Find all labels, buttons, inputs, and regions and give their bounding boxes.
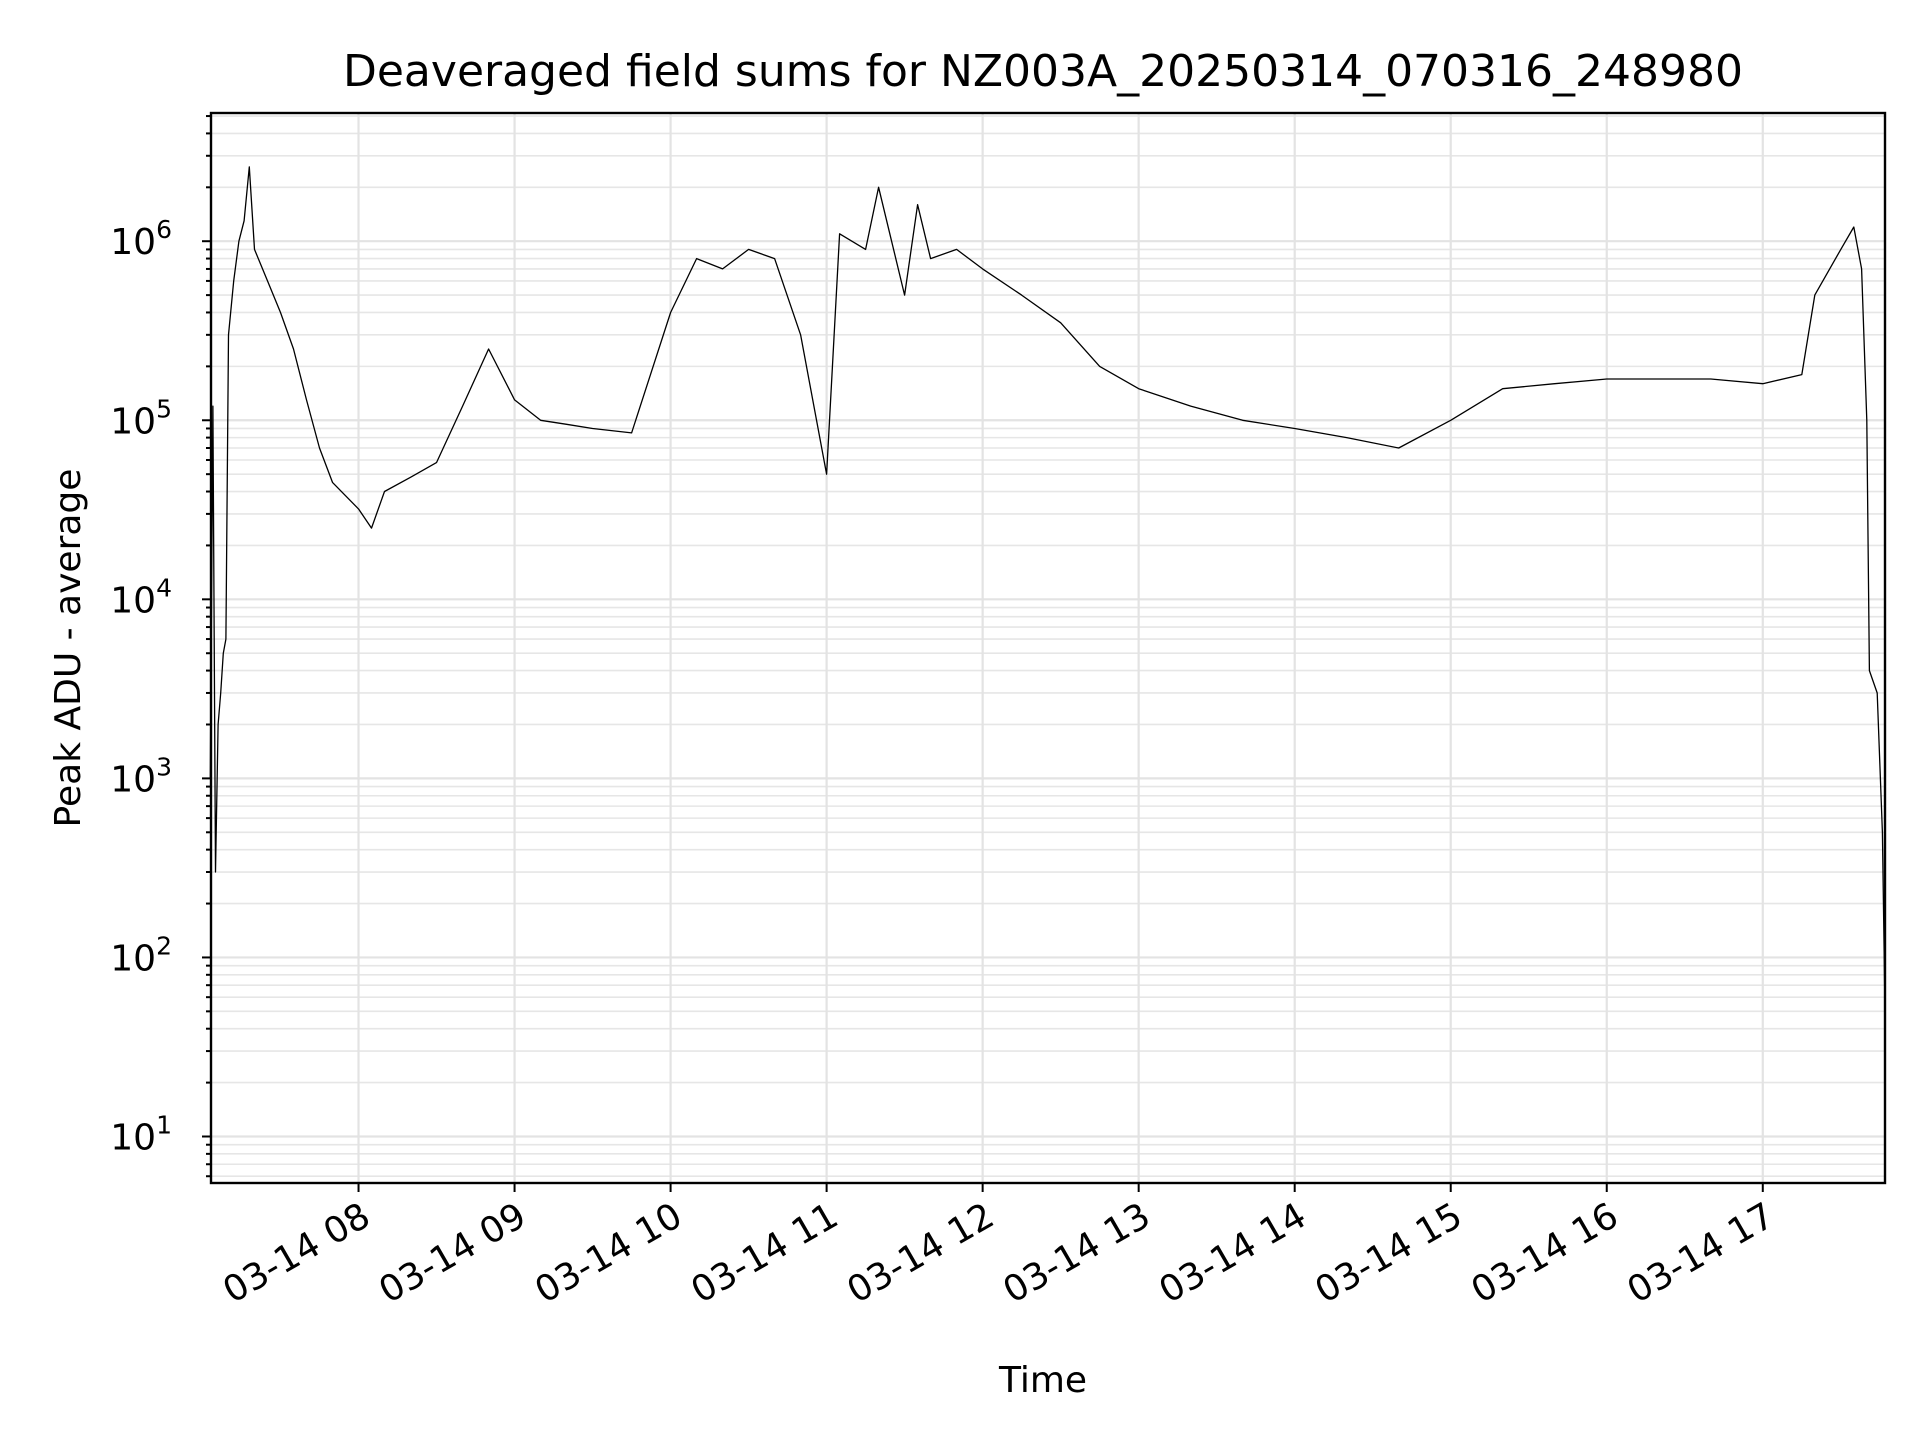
y-axis-label: Peak ADU - average (48, 469, 89, 828)
major-gridlines (211, 113, 1885, 1183)
y-tick-label: 101 (110, 1111, 172, 1159)
y-axis: 101 102 103 104 105 106 (110, 115, 211, 1178)
y-tick-label: 105 (110, 394, 172, 442)
x-axis-label: Time (998, 1360, 1087, 1401)
series-line-0 (209, 166, 1886, 1012)
y-tick-label: 103 (110, 752, 172, 800)
plot-frame (209, 111, 1887, 1185)
y-tick-label: 104 (110, 573, 172, 621)
series-group (209, 166, 1886, 1012)
y-tick-label: 106 (110, 215, 172, 263)
chart-title: Deaveraged field sums for NZ003A_2025031… (343, 46, 1743, 97)
y-tick-label: 102 (110, 931, 172, 979)
